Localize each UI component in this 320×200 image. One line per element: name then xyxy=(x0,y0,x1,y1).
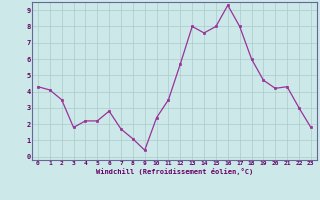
X-axis label: Windchill (Refroidissement éolien,°C): Windchill (Refroidissement éolien,°C) xyxy=(96,168,253,175)
